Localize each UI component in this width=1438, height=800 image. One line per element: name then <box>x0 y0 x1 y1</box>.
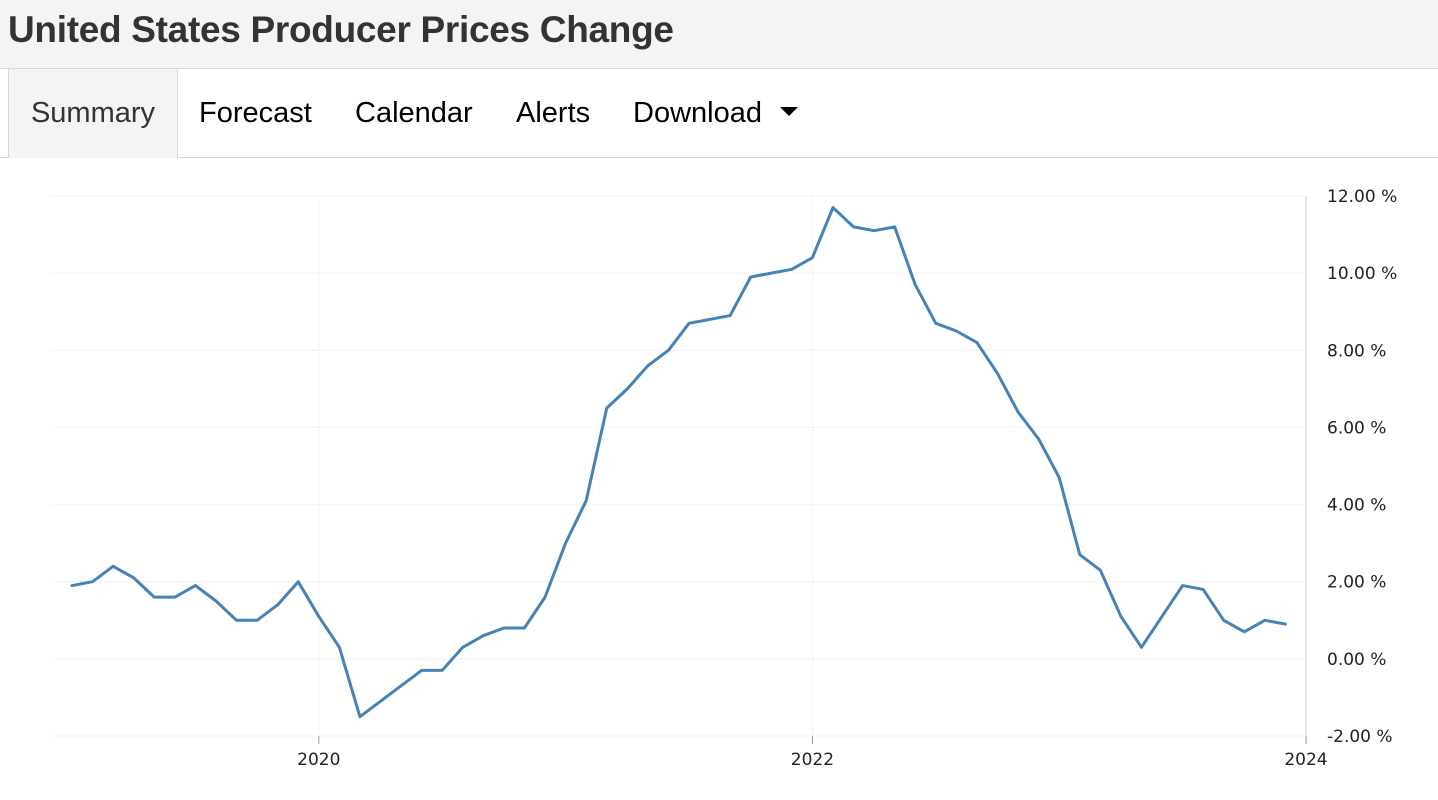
axis-layer <box>318 196 1307 744</box>
label-layer: 12.00 % 10.00 % 8.00 % 6.00 % 4.00 % 2.00 % 0.… <box>297 187 1397 770</box>
tab-forecast-label: Forecast <box>199 97 312 129</box>
tab-calendar-label: Calendar <box>355 97 473 129</box>
x-tick-label: 2020 <box>297 750 340 770</box>
data-point[interactable] <box>191 582 199 590</box>
data-point[interactable] <box>788 265 796 273</box>
y-tick-label: -2.00 % <box>1327 727 1393 747</box>
data-point[interactable] <box>1179 582 1187 590</box>
data-point[interactable] <box>562 539 570 547</box>
y-tick-label: 10.00 % <box>1327 264 1397 284</box>
data-point[interactable] <box>911 281 919 289</box>
data-point[interactable] <box>603 404 611 412</box>
tab-bar: Summary Forecast Calendar Alerts Downloa… <box>0 69 1438 158</box>
y-tick-label: 2.00 % <box>1327 573 1386 593</box>
data-point[interactable] <box>356 713 364 721</box>
data-point[interactable] <box>212 597 220 605</box>
tab-summary[interactable]: Summary <box>8 69 178 158</box>
data-point[interactable] <box>829 204 837 212</box>
data-point[interactable] <box>459 643 467 651</box>
tab-calendar[interactable]: Calendar <box>355 69 473 157</box>
data-point[interactable] <box>973 339 981 347</box>
grid-layer <box>52 195 1307 737</box>
data-point[interactable] <box>1117 612 1125 620</box>
data-point[interactable] <box>68 582 76 590</box>
data-point[interactable] <box>1240 628 1248 636</box>
data-point[interactable] <box>726 312 734 320</box>
data-point[interactable] <box>233 616 241 624</box>
data-point[interactable] <box>1158 612 1166 620</box>
data-point[interactable] <box>1076 551 1084 559</box>
tab-download-label: Download <box>633 97 762 129</box>
data-point[interactable] <box>479 632 487 640</box>
data-point[interactable] <box>706 315 714 323</box>
data-point[interactable] <box>253 616 261 624</box>
data-point[interactable] <box>1281 620 1289 628</box>
tab-summary-label: Summary <box>30 97 156 129</box>
data-point[interactable] <box>418 666 426 674</box>
data-point[interactable] <box>808 254 816 262</box>
chart: 12.00 % 10.00 % 8.00 % 6.00 % 4.00 % 2.00 % 0.… <box>52 187 1397 770</box>
data-point[interactable] <box>767 269 775 277</box>
data-point[interactable] <box>294 578 302 586</box>
data-point[interactable] <box>664 346 672 354</box>
y-tick-label: 12.00 % <box>1327 187 1397 207</box>
data-point[interactable] <box>891 223 899 231</box>
data-point[interactable] <box>500 624 508 632</box>
data-point[interactable] <box>1096 566 1104 574</box>
data-point[interactable] <box>994 369 1002 377</box>
tab-alerts-label: Alerts <box>516 97 591 129</box>
data-point[interactable] <box>1261 616 1269 624</box>
data-point[interactable] <box>274 601 282 609</box>
data-point[interactable] <box>932 319 940 327</box>
data-point[interactable] <box>335 643 343 651</box>
data-point[interactable] <box>520 624 528 632</box>
data-point[interactable] <box>1220 616 1228 624</box>
data-point[interactable] <box>541 593 549 601</box>
y-tick-label: 6.00 % <box>1327 418 1386 438</box>
data-point[interactable] <box>1055 474 1063 482</box>
series-line[interactable] <box>70 206 1287 719</box>
data-point[interactable] <box>850 223 858 231</box>
data-point[interactable] <box>870 227 878 235</box>
title-bar: United States Producer Prices Change <box>0 0 1438 69</box>
data-point[interactable] <box>1199 585 1207 593</box>
data-point[interactable] <box>1035 435 1043 443</box>
data-point[interactable] <box>377 697 385 705</box>
tab-download[interactable]: Download <box>633 69 798 157</box>
data-point[interactable] <box>89 578 97 586</box>
data-point[interactable] <box>747 273 755 281</box>
y-tick-label: 0.00 % <box>1327 650 1386 670</box>
data-point[interactable] <box>150 593 158 601</box>
data-point[interactable] <box>109 562 117 570</box>
data-point[interactable] <box>315 612 323 620</box>
data-point[interactable] <box>397 682 405 690</box>
data-point[interactable] <box>582 497 590 505</box>
tab-forecast[interactable]: Forecast <box>199 69 312 157</box>
data-point[interactable] <box>438 666 446 674</box>
x-tick-label: 2024 <box>1284 750 1327 770</box>
data-point[interactable] <box>171 593 179 601</box>
page-title: United States Producer Prices Change <box>8 9 674 50</box>
data-point[interactable] <box>1137 643 1145 651</box>
series-layer <box>68 204 1289 721</box>
data-point[interactable] <box>952 327 960 335</box>
caret-down-icon <box>779 106 798 116</box>
data-point[interactable] <box>644 362 652 370</box>
data-point[interactable] <box>130 574 138 582</box>
data-point[interactable] <box>1014 408 1022 416</box>
y-tick-label: 8.00 % <box>1327 341 1386 361</box>
data-point[interactable] <box>623 385 631 393</box>
data-point[interactable] <box>685 319 693 327</box>
tab-alerts[interactable]: Alerts <box>516 69 590 157</box>
y-tick-label: 4.00 % <box>1327 496 1386 516</box>
x-tick-label: 2022 <box>791 750 834 770</box>
